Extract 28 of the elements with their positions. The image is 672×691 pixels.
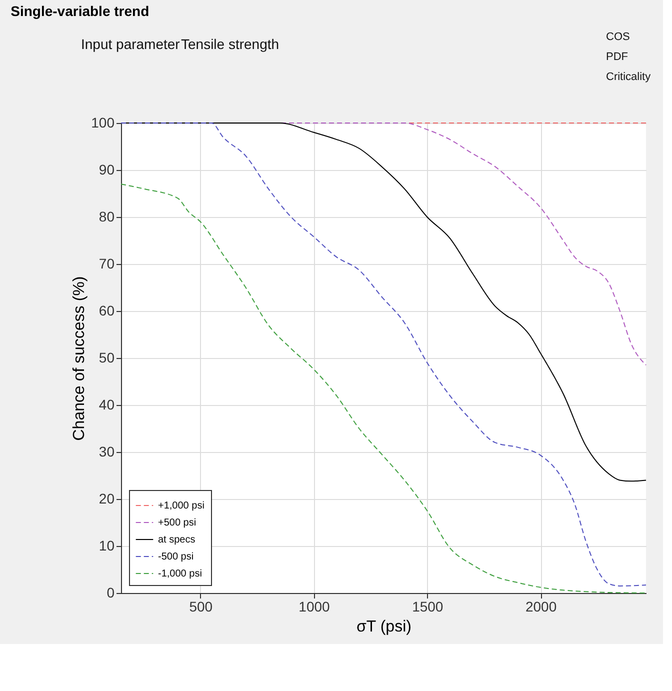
- y-axis-title: Chance of success (%): [71, 276, 88, 441]
- y-tick-label: 60: [98, 302, 115, 318]
- y-tick-label: 10: [98, 538, 115, 554]
- y-tick-label: 70: [98, 256, 115, 272]
- y-tick-label: 30: [98, 444, 115, 460]
- legend-label: at specs: [158, 534, 196, 546]
- text: Tensile strength: [181, 36, 280, 52]
- x-tick-label: 2000: [525, 598, 557, 614]
- legend-label: +500 psi: [158, 518, 196, 528]
- y-tick-label: 100: [91, 114, 115, 130]
- text: Input parameter: [81, 36, 180, 52]
- y-tick-label: 20: [98, 490, 115, 506]
- legend-label: -500 psi: [158, 552, 194, 562]
- y-tick-label: 50: [98, 350, 115, 366]
- text: Criticality: [606, 71, 652, 83]
- y-tick-label: 80: [98, 208, 115, 224]
- text: COS: [606, 31, 630, 43]
- legend-label: -1,000 psi: [158, 568, 202, 580]
- x-tick-label: 500: [189, 598, 213, 614]
- x-axis-title: σT (psi): [356, 618, 412, 636]
- chart-title: Single-variable trend: [10, 3, 150, 19]
- x-tick-label: 1500: [412, 598, 444, 614]
- y-tick-label: 40: [98, 396, 115, 412]
- text: PDF: [606, 51, 628, 63]
- y-tick-label: 90: [98, 162, 115, 178]
- legend-label: +1,000 psi: [158, 500, 204, 512]
- x-tick-label: 1000: [298, 598, 330, 614]
- y-tick-label: 0: [106, 584, 115, 600]
